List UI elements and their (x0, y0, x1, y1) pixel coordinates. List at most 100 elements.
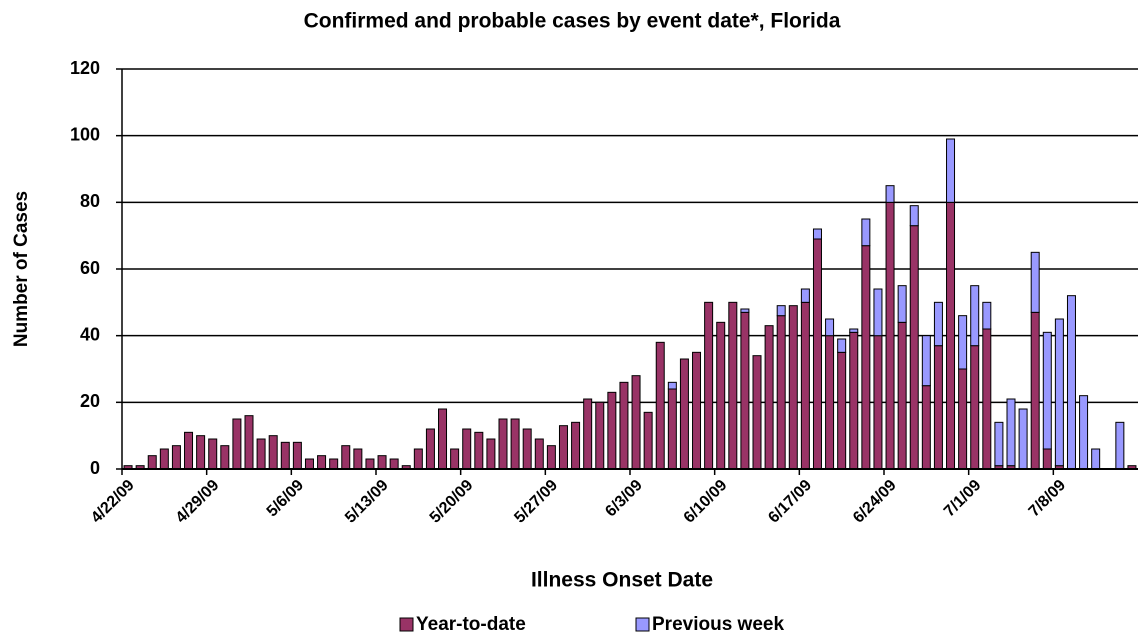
bar (196, 435, 206, 470)
x-tick-label: 6/24/09 (850, 477, 900, 527)
bar (1079, 395, 1089, 470)
bar (256, 438, 266, 470)
legend-label: Year-to-date (416, 614, 526, 635)
bar (1042, 331, 1052, 450)
bar (885, 185, 895, 203)
bar (776, 305, 786, 317)
x-tick-label: 5/27/09 (511, 477, 561, 527)
bar (220, 445, 230, 470)
bar (1066, 295, 1076, 470)
bar (486, 438, 496, 470)
bar (558, 425, 568, 470)
legend-label: Previous week (652, 614, 784, 635)
bar (510, 418, 520, 470)
bar (292, 441, 302, 470)
bar (462, 428, 472, 470)
bar (704, 301, 714, 470)
bar (667, 381, 677, 390)
bar (716, 321, 726, 470)
bar (1115, 421, 1125, 470)
y-tick-label: 60 (80, 258, 100, 278)
bar (280, 441, 290, 470)
bar (1030, 251, 1040, 313)
bar (764, 325, 774, 470)
bar (498, 418, 508, 470)
bar (208, 438, 218, 470)
bar (837, 351, 847, 470)
bar (692, 351, 702, 470)
bar (885, 201, 895, 470)
bar (1006, 398, 1016, 467)
y-tick-label: 20 (80, 391, 100, 411)
bar (982, 301, 992, 330)
y-tick-label: 120 (70, 58, 100, 78)
bar (413, 448, 423, 470)
x-tick-label: 4/22/09 (88, 477, 138, 527)
legend-swatch (399, 617, 414, 632)
bar (522, 428, 532, 470)
bar (619, 381, 629, 470)
x-tick-label: 5/6/09 (264, 477, 308, 521)
bar (607, 391, 617, 470)
bar (546, 445, 556, 470)
bar (171, 445, 181, 470)
bar (909, 205, 919, 227)
bar (788, 305, 798, 470)
bar (655, 341, 665, 470)
bar (341, 445, 351, 470)
bar (873, 335, 883, 470)
bar (933, 301, 943, 347)
bar (377, 455, 387, 470)
bar (812, 228, 822, 240)
bar (861, 218, 871, 247)
bar (1042, 448, 1052, 470)
bar (752, 355, 762, 470)
legend-swatch (635, 617, 650, 632)
bar (958, 368, 968, 470)
bar (740, 311, 750, 470)
bar (812, 238, 822, 470)
bar (438, 408, 448, 470)
bar (1018, 408, 1028, 470)
bar (329, 458, 339, 470)
bar (970, 345, 980, 470)
bar (982, 328, 992, 470)
bar (994, 421, 1004, 467)
bar (389, 458, 399, 470)
bar (933, 345, 943, 470)
bar (825, 318, 835, 337)
bar (946, 138, 956, 203)
bar (159, 448, 169, 470)
bar (425, 428, 435, 470)
bar (643, 411, 653, 470)
x-tick-label: 4/29/09 (173, 477, 223, 527)
bar (679, 358, 689, 470)
x-tick-label: 6/10/09 (681, 477, 731, 527)
bar (849, 328, 859, 333)
x-tick-label: 6/3/09 (602, 477, 646, 521)
bar (897, 321, 907, 470)
x-tick-label: 6/17/09 (765, 477, 815, 527)
bar (740, 308, 750, 313)
bar (365, 458, 375, 470)
bar (909, 225, 919, 470)
bar (353, 448, 363, 470)
bar (837, 338, 847, 353)
bar (450, 448, 460, 470)
bar (946, 201, 956, 470)
bar (825, 335, 835, 470)
bar (800, 301, 810, 470)
bar (776, 315, 786, 470)
bar (304, 458, 314, 470)
bar (921, 385, 931, 470)
bar (184, 431, 194, 470)
bar (873, 288, 883, 337)
bar (728, 301, 738, 470)
bar (958, 315, 968, 370)
y-tick-label: 0 (90, 458, 100, 478)
bar (268, 435, 278, 470)
bar (921, 335, 931, 387)
x-tick-label: 5/13/09 (342, 477, 392, 527)
bar (583, 398, 593, 470)
